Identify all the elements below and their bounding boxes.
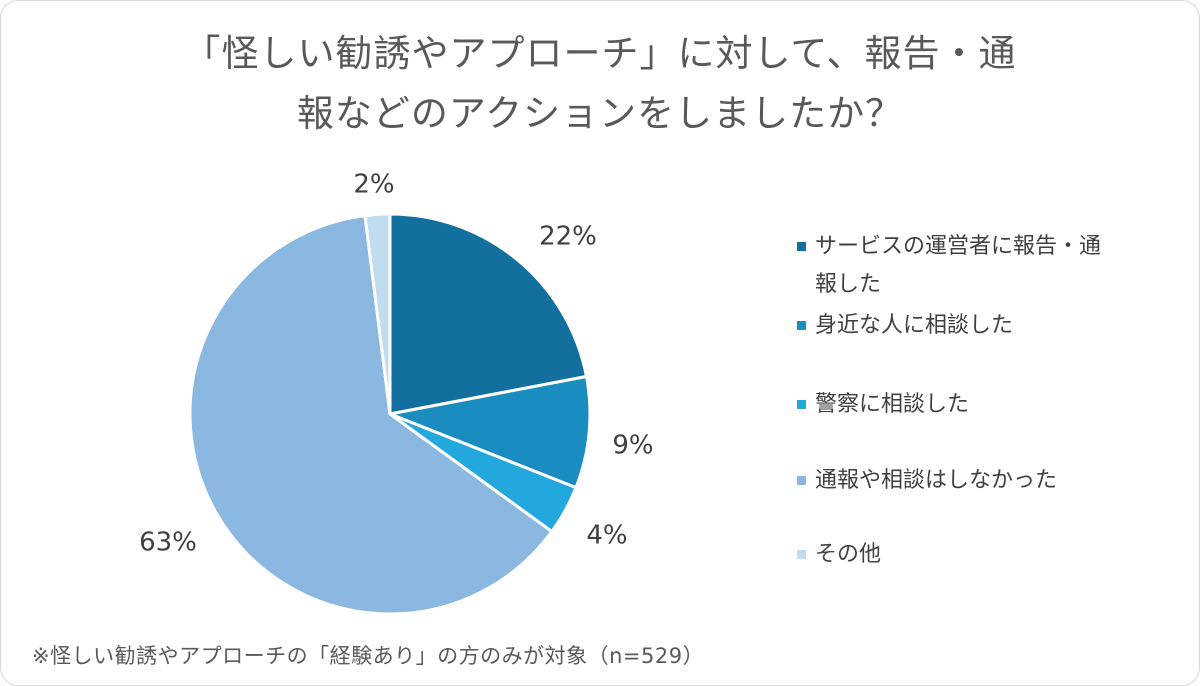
legend-label-5-line-1: その他 (815, 542, 881, 567)
legend-marker-2 (797, 321, 806, 330)
legend-marker-1 (797, 242, 806, 251)
data-label-3: 4% (586, 521, 627, 551)
chart-title-line-1: 「怪しい勧誘やアプローチ」に対して、報告・通 (183, 32, 1017, 75)
legend-item-4: 通報や相談はしなかった (797, 468, 1057, 493)
legend-marker-4 (797, 476, 806, 485)
legend-label-3-line-1: 警察に相談した (815, 392, 969, 417)
pie-slice-5 (363, 212, 392, 416)
pie-slice-4 (188, 214, 554, 616)
pie-slice-2 (388, 375, 592, 490)
chart-title-line-2: 報などのアクションをしましたか？ (296, 92, 904, 135)
legend-marker-5 (797, 550, 806, 559)
footnote: ※怪しい勧誘やアプローチの「経験あり」の方のみが対象（n=529） (32, 644, 705, 668)
data-label-4: 63% (139, 528, 197, 558)
legend-label-1-line-2: 報した (815, 272, 881, 297)
legend-label-1-line-1: サービスの運営者に報告・通 (815, 234, 1101, 259)
legend-label-2-line-1: 身近な人に相談した (815, 313, 1013, 338)
legend-item-5: その他 (797, 542, 881, 567)
legend-marker-3 (797, 400, 806, 409)
data-label-5: 2% (353, 170, 394, 200)
pie-slice-1 (388, 212, 588, 416)
data-label-2: 9% (612, 431, 653, 461)
legend-label-4-line-1: 通報や相談はしなかった (815, 468, 1057, 493)
data-label-1: 22% (539, 222, 597, 252)
legend-item-3: 警察に相談した (797, 392, 969, 417)
chart-title: 「怪しい勧誘やアプローチ」に対して、報告・通 報などのアクションをしましたか？ (0, 24, 1200, 144)
legend-item-2: 身近な人に相談した (797, 313, 1013, 338)
